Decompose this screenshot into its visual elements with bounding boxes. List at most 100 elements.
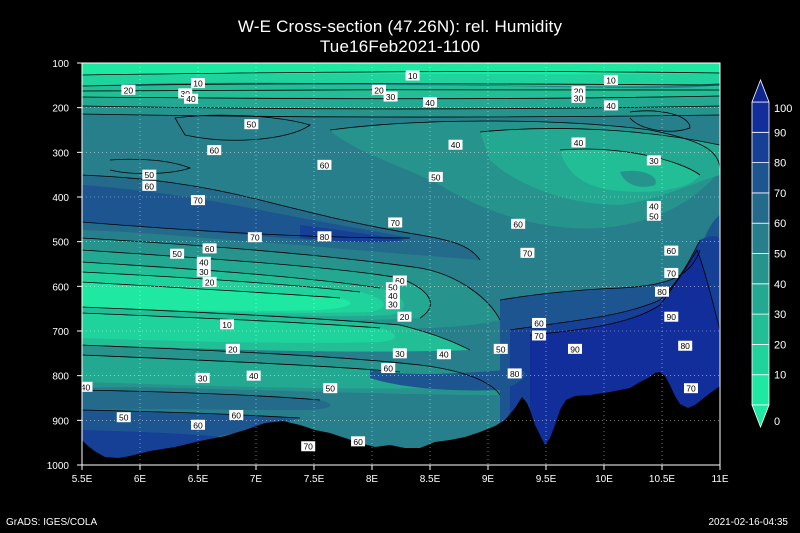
contour-label-bg <box>247 232 262 243</box>
y-tick-label: 900 <box>52 416 69 427</box>
contour-label-bg <box>436 349 451 360</box>
contour-label: 70 <box>667 268 677 278</box>
contour-fill-band <box>82 84 720 99</box>
contour-label: 20 <box>574 87 584 97</box>
contour-label: 50 <box>172 249 182 259</box>
contour-line <box>82 221 411 239</box>
contour-label-bg <box>82 381 93 392</box>
contour-label: 70 <box>523 248 533 258</box>
contour-line <box>82 174 481 261</box>
plot-frame <box>81 62 721 466</box>
contour-line <box>82 83 720 87</box>
contour-label-bg <box>684 383 698 394</box>
contour-label-bg <box>383 91 398 102</box>
y-tick-label: 300 <box>52 148 69 159</box>
y-tick-label: 600 <box>52 282 69 293</box>
contour-label-bg <box>571 137 586 148</box>
contour-label-bg <box>646 200 661 211</box>
contour-label: 30 <box>386 92 396 102</box>
y-tick-label: 100 <box>52 59 69 70</box>
contour-label-bg <box>664 267 679 278</box>
contour-line <box>82 409 301 419</box>
contour-label: 20 <box>124 85 134 95</box>
contour-label: 20 <box>228 344 238 354</box>
contour-label-bg <box>520 247 535 258</box>
contour-label-bg <box>385 299 400 310</box>
contour-line <box>82 344 501 396</box>
contour-fill-band <box>82 313 395 343</box>
contour-label: 70 <box>686 384 696 394</box>
contour-fill-band <box>620 170 656 187</box>
contour-label: 80 <box>680 341 690 351</box>
contour-label-bg <box>664 311 679 322</box>
contour-line <box>82 389 321 401</box>
colorbar-segment <box>751 192 770 224</box>
colorbar-tick-label: 90 <box>774 127 786 139</box>
x-tick-label: 7E <box>250 474 263 485</box>
x-tick-label: 10E <box>595 474 613 485</box>
contour-line <box>82 261 381 289</box>
contour-label: 50 <box>388 283 398 293</box>
contour-line <box>499 249 701 301</box>
contour-label: 40 <box>606 101 616 111</box>
contour-label: 60 <box>353 437 363 447</box>
colorbar-arrow-bottom <box>751 404 770 429</box>
x-tick-label: 10.5E <box>649 474 675 485</box>
contour-label-bg <box>246 370 261 381</box>
contour-label: 30 <box>395 349 405 359</box>
terrain-mask <box>82 372 720 465</box>
contour-fill-band <box>370 369 526 391</box>
contour-label-bg <box>301 441 316 452</box>
colorbar-tick-label: 80 <box>774 158 786 170</box>
colorbar-segment <box>751 313 770 345</box>
contour-label: 50 <box>326 384 336 394</box>
contour-label-bg <box>603 100 618 111</box>
footer-credit: GrADS: IGES/COLA <box>6 517 98 528</box>
y-tick-label: 800 <box>52 372 69 383</box>
contour-label: 40 <box>649 201 659 211</box>
colorbar-tick-label: 20 <box>774 339 786 351</box>
contour-label-bg <box>655 286 669 297</box>
contour-label-bg <box>244 119 259 130</box>
contour-label-bg <box>405 70 420 81</box>
colorbar-arrow-top <box>751 78 770 103</box>
contour-label: 80 <box>510 369 520 379</box>
colorbar-segment <box>751 162 770 194</box>
contour-line <box>479 128 720 146</box>
contour-label-bg <box>191 195 205 206</box>
contour-line <box>109 158 192 174</box>
contour-label: 70 <box>193 196 203 206</box>
contour-label: 60 <box>534 318 544 328</box>
contour-label-bg <box>178 88 193 99</box>
contour-label-bg <box>196 266 211 277</box>
contour-label: 70 <box>534 331 544 341</box>
x-tick-label: 8.5E <box>420 474 441 485</box>
contour-label: 30 <box>388 300 398 310</box>
x-tick-label: 9E <box>482 474 495 485</box>
contour-label-bg <box>448 139 463 150</box>
contour-label: 10 <box>606 75 616 85</box>
contour-label-bg <box>202 243 217 254</box>
colorbar-segment <box>751 343 770 376</box>
contour-label: 10 <box>193 79 203 89</box>
contour-line <box>82 105 720 110</box>
x-tick-label: 6.5E <box>188 474 209 485</box>
contour-label-bg <box>507 368 522 379</box>
contour-label: 10 <box>408 71 418 81</box>
contour-label: 50 <box>496 344 506 354</box>
colorbar-tick-label: 0 <box>774 416 780 428</box>
contour-label: 20 <box>205 277 215 287</box>
contour-fill-band <box>82 430 230 465</box>
contour-label-bg <box>532 317 547 328</box>
contour-line <box>82 237 501 321</box>
colorbar-tick-label: 50 <box>774 249 786 261</box>
y-tick-label: 200 <box>52 104 69 115</box>
contour-fill-band <box>82 96 720 109</box>
contour-line <box>174 114 311 141</box>
contour-label: 40 <box>574 138 584 148</box>
colorbar-segment <box>751 253 770 285</box>
contour-line <box>82 271 361 293</box>
contour-line <box>629 110 691 132</box>
x-tick-label: 6E <box>134 474 147 485</box>
contour-label-bg <box>207 145 222 156</box>
